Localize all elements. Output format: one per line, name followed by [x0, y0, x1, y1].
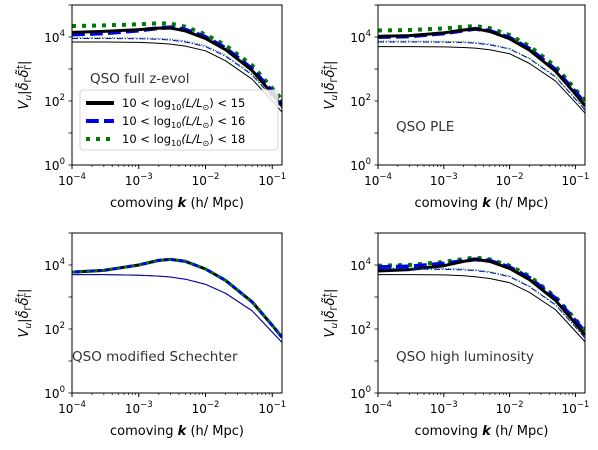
plot-frame — [377, 4, 586, 166]
panel-annotation: QSO PLE — [396, 119, 454, 135]
y-tick-label: 102 — [350, 93, 371, 109]
x-tick-label: 10−4 — [364, 172, 392, 188]
panel-annotation: QSO full z-evol — [90, 71, 189, 87]
series-line-2 — [378, 26, 585, 105]
y-tick-label: 104 — [350, 29, 371, 45]
x-tick-label: 10−2 — [192, 400, 220, 416]
series-line-4 — [72, 37, 282, 109]
series-line-3 — [72, 26, 282, 107]
x-tick-label: 10−1 — [258, 172, 286, 188]
legend-entry: 10 < log10(L/L⊙) < 18 — [122, 132, 245, 148]
x-tick-label: 10−3 — [125, 400, 153, 416]
series-line-5 — [378, 40, 585, 110]
series-line-3 — [72, 257, 282, 339]
y-axis-label: Vu|δ̃Γδ̃†Γ| — [322, 289, 340, 338]
x-axis-label: comoving k (h/ Mpc) — [415, 424, 549, 439]
x-tick-label: 10−3 — [430, 172, 458, 188]
x-tick-label: 10−1 — [561, 172, 589, 188]
series-line-4 — [72, 274, 282, 343]
x-axis-label: comoving k (h/ Mpc) — [110, 424, 244, 439]
y-axis-label: Vu|δ̃Γδ̃†Γ| — [322, 61, 340, 110]
panel-annotation: QSO high luminosity — [396, 349, 534, 365]
series-group — [378, 24, 585, 114]
panel-3: 10−4 10−3 10−2 10−1 100 102 104 comoving k (h/ … — [16, 232, 286, 439]
y-tick-label: 104 — [44, 257, 65, 273]
series-line-3 — [378, 257, 585, 336]
series-group — [72, 257, 282, 343]
x-axis-label: comoving k (h/ Mpc) — [110, 196, 244, 211]
panel-annotation: QSO modified Schechter — [72, 349, 238, 365]
series-line-5 — [378, 267, 585, 338]
y-tick-label: 104 — [350, 257, 371, 273]
y-tick-label: 100 — [350, 157, 371, 173]
panel-1: 10−4 10−3 10−2 10−1 100 102 104 comoving k (h/ … — [16, 4, 286, 211]
y-tick-label: 100 — [350, 385, 371, 401]
x-tick-label: 10−2 — [192, 172, 220, 188]
x-tick-label: 10−1 — [561, 400, 589, 416]
x-tick-label: 10−3 — [125, 172, 153, 188]
y-axis-label: Vu|δ̃Γδ̃†Γ| — [16, 61, 34, 110]
panel-4: 10−4 10−3 10−2 10−1 100 102 104 comoving k (h/ … — [322, 232, 589, 439]
x-tick-label: 10−4 — [364, 400, 392, 416]
y-tick-label: 100 — [44, 157, 65, 173]
legend: 10 < log10(L/L⊙) < 15 10 < log10(L/L⊙) < … — [79, 89, 279, 151]
series-line-4 — [378, 41, 585, 111]
legend-entry: 10 < log10(L/L⊙) < 15 — [122, 96, 245, 112]
x-tick-label: 10−2 — [496, 172, 524, 188]
y-tick-label: 100 — [44, 385, 65, 401]
x-tick-label: 10−4 — [58, 172, 86, 188]
y-tick-label: 104 — [44, 29, 65, 45]
plot-frame — [71, 4, 283, 166]
legend-entry: 10 < log10(L/L⊙) < 16 — [122, 114, 245, 130]
y-axis-label: Vu|δ̃Γδ̃†Γ| — [16, 289, 34, 338]
x-tick-label: 10−2 — [496, 400, 524, 416]
x-tick-label: 10−1 — [258, 400, 286, 416]
x-axis-label: comoving k (h/ Mpc) — [415, 196, 549, 211]
legend-frame — [79, 89, 279, 151]
series-line-6 — [72, 41, 282, 113]
series-line-5 — [72, 274, 282, 343]
series-group — [72, 21, 282, 113]
y-tick-label: 102 — [350, 321, 371, 337]
panel-2: 10−4 10−3 10−2 10−1 100 102 104 comoving k (h/ … — [322, 4, 589, 211]
series-line-1 — [378, 24, 585, 103]
plot-frame — [377, 232, 586, 394]
x-tick-label: 10−4 — [58, 400, 86, 416]
series-line-1 — [72, 21, 282, 101]
x-tick-label: 10−3 — [430, 400, 458, 416]
series-line-6 — [378, 274, 585, 343]
series-line-4 — [378, 268, 585, 339]
series-line-6 — [378, 46, 585, 114]
y-tick-label: 102 — [44, 93, 65, 109]
series-line-5 — [72, 37, 282, 108]
series-group — [378, 255, 585, 343]
y-tick-label: 102 — [44, 321, 65, 337]
series-line-3 — [378, 27, 585, 107]
plot-frame — [71, 232, 283, 394]
